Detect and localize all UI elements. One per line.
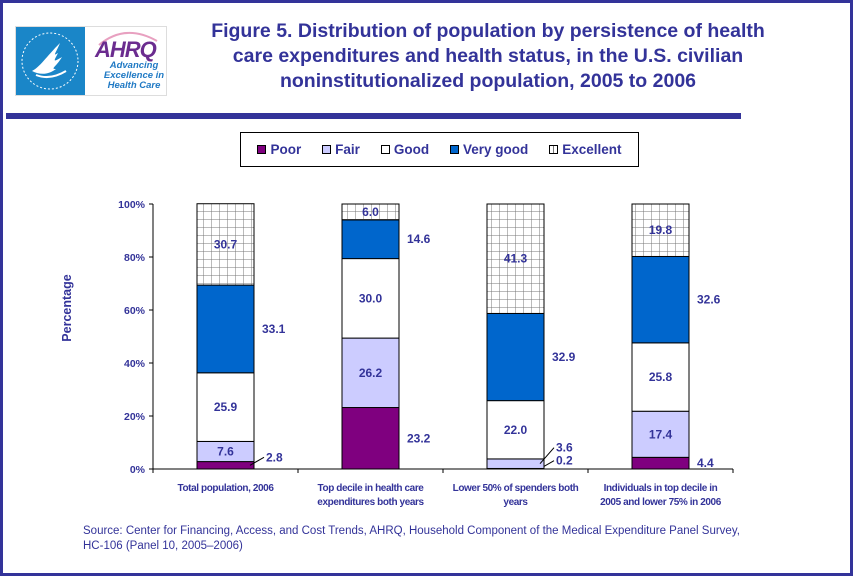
- ahrq-word: AHRQ: [95, 37, 157, 62]
- y-tick-label: 40%: [124, 358, 146, 370]
- legend-label: Fair: [335, 142, 360, 157]
- legend-item-poor: Poor: [257, 142, 301, 157]
- data-label: 32.9: [552, 350, 576, 364]
- bar-segment-good: [196, 372, 255, 442]
- data-label: 0.2: [556, 454, 573, 468]
- legend-item-fair: Fair: [322, 142, 360, 157]
- bar-segment-excellent: [196, 203, 255, 286]
- bar-segment-excellent: [341, 203, 400, 221]
- y-tick-label: 100%: [118, 199, 146, 211]
- data-label: 7.6: [217, 445, 234, 459]
- bar-segment-poor: [631, 456, 690, 470]
- data-label: 25.9: [214, 400, 238, 414]
- tagline-line: Excellence in: [103, 70, 165, 81]
- x-category-label: Top decile in health care: [318, 483, 425, 494]
- bar-segment-very-good: [341, 219, 400, 260]
- data-label: 41.3: [504, 252, 528, 266]
- title-line: care expenditures and health status, in …: [232, 45, 744, 67]
- x-category-label: Lower 50% of spenders both: [453, 483, 579, 494]
- data-label: 6.0: [362, 205, 379, 219]
- data-label: 3.6: [556, 441, 573, 455]
- data-label: 30.7: [214, 237, 238, 251]
- label-leader-line: [539, 447, 555, 465]
- title-line: Figure 5. Distribution of population by …: [211, 20, 765, 42]
- data-label: 30.0: [359, 291, 383, 305]
- x-category-label: 2005 and lower 75% in 2006: [600, 497, 722, 508]
- legend-label: Very good: [463, 142, 529, 157]
- tagline-line: Health Care: [107, 80, 161, 91]
- y-tick-label: 60%: [124, 305, 146, 317]
- ahrq-tagline: Advancing Excellence in Health Care: [99, 61, 169, 91]
- bar-segment-good: [486, 400, 545, 460]
- bar-segment-good: [631, 342, 690, 412]
- bar-segment-good: [341, 258, 400, 339]
- chart-title: Figure 5. Distribution of population by …: [173, 19, 803, 94]
- data-label: 25.8: [649, 370, 673, 384]
- data-label: 2.8: [266, 450, 283, 464]
- legend-item-excellent: Excellent: [549, 142, 621, 157]
- bar-segment-excellent: [631, 203, 690, 257]
- x-category-label: years: [503, 497, 528, 508]
- chart-legend: Poor Fair Good Very good Excellent: [240, 132, 639, 167]
- data-label: 32.6: [697, 293, 721, 307]
- label-leader-line: [249, 456, 265, 466]
- bar-segment-poor: [196, 461, 255, 470]
- legend-label: Poor: [270, 142, 302, 157]
- y-tick-label: 20%: [124, 411, 146, 423]
- x-category-label: expenditures both years: [317, 497, 424, 508]
- bar-segment-very-good: [631, 255, 690, 344]
- title-line: noninstitutionalized population, 2005 to…: [279, 70, 697, 92]
- source-line: HC-106 (Panel 10, 2005–2006): [83, 540, 243, 552]
- x-category-label: Total population, 2006: [177, 483, 274, 494]
- data-label: 22.0: [504, 423, 528, 437]
- ahrq-wordmark: AHRQ Advancing Excellence in Health Care: [85, 27, 166, 95]
- data-label: 17.4: [649, 427, 673, 441]
- x-category-label: Individuals in top decile in: [604, 483, 718, 494]
- tagline-line: Advancing: [109, 60, 159, 71]
- legend-swatch: [450, 145, 459, 154]
- legend-swatch: [257, 145, 267, 154]
- bar-segment-fair: [341, 337, 400, 409]
- y-tick-label: 80%: [124, 252, 146, 264]
- legend-item-very-good: Very good: [450, 142, 528, 157]
- legend-item-good: Good: [380, 142, 430, 157]
- bar-segment-fair: [486, 458, 545, 469]
- bar-segment-poor: [341, 407, 400, 470]
- source-note: Source: Center for Financing, Access, an…: [83, 524, 803, 554]
- legend-swatch: [322, 145, 332, 154]
- data-label: 19.8: [649, 223, 673, 237]
- y-tick-label: 0%: [130, 464, 146, 476]
- data-label: 4.4: [697, 456, 714, 470]
- source-line: Source: Center for Financing, Access, an…: [83, 525, 740, 537]
- stacked-bar-chart: 0% 20% 40% 60% 80% 100% 2.8 7.6 25.9 33.1 30.7 Tota…: [118, 199, 734, 508]
- legend-label: Good: [393, 142, 430, 157]
- ahrq-logo: AHRQ Advancing Excellence in Health Care: [15, 26, 167, 96]
- legend-label: Excellent: [562, 142, 622, 157]
- bar-segment-very-good: [196, 284, 255, 374]
- data-label: 23.2: [407, 431, 431, 445]
- data-label: 14.6: [407, 232, 431, 246]
- header-divider: [6, 113, 741, 119]
- legend-swatch: [380, 145, 390, 154]
- data-label: 33.1: [262, 322, 286, 336]
- hhs-eagle-seal-icon: [16, 27, 85, 95]
- data-label: 26.2: [359, 366, 383, 380]
- bar-segment-excellent: [486, 203, 545, 314]
- legend-swatch: [549, 145, 559, 154]
- bar-segment-very-good: [486, 312, 545, 402]
